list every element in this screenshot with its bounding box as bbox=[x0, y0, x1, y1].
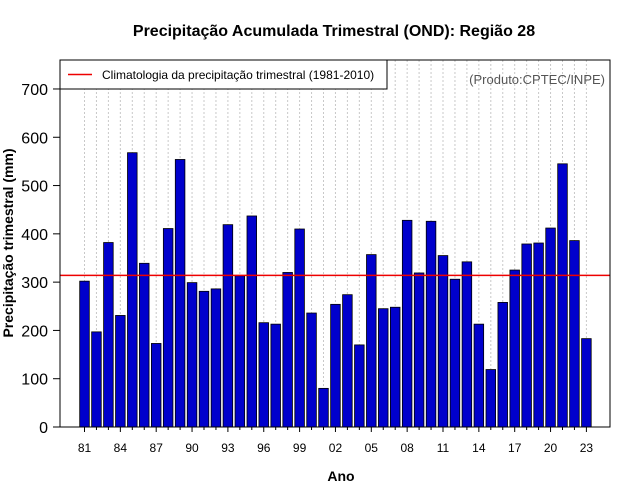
y-axis: 0 100 200 300 400 500 600 700 bbox=[21, 82, 60, 437]
bar-98 bbox=[282, 272, 293, 428]
source-note: (Produto:CPTEC/INPE) bbox=[469, 72, 605, 87]
legend: Climatologia da precipitação trimestral … bbox=[59, 59, 388, 90]
y-tick-label-100: 100 bbox=[21, 372, 48, 389]
bar-21 bbox=[557, 163, 568, 428]
x-tick-label-96: 96 bbox=[257, 441, 271, 455]
bar-15 bbox=[485, 369, 497, 428]
bar-04 bbox=[354, 344, 365, 428]
bar-20 bbox=[545, 227, 556, 428]
bar-13 bbox=[461, 261, 473, 428]
bar-03 bbox=[342, 294, 353, 428]
y-axis-title: Precipitação trimestral (mm) bbox=[0, 148, 16, 337]
bar-92 bbox=[210, 288, 222, 428]
chart-title: Precipitação Acumulada Trimestral (OND):… bbox=[133, 23, 535, 40]
bar-00 bbox=[306, 312, 317, 428]
bar-84 bbox=[115, 315, 126, 428]
bar-85 bbox=[127, 152, 138, 428]
bar-17 bbox=[509, 269, 520, 428]
bar-02 bbox=[330, 303, 341, 428]
y-tick-label-400: 400 bbox=[21, 227, 48, 244]
bar-01 bbox=[318, 387, 329, 428]
y-tick-label-300: 300 bbox=[21, 275, 48, 292]
bar-82 bbox=[91, 331, 102, 428]
bar-99 bbox=[294, 228, 305, 428]
x-tick-label-11: 11 bbox=[437, 441, 450, 455]
bars bbox=[79, 152, 592, 428]
x-tick-label-93: 93 bbox=[221, 441, 235, 455]
bar-86 bbox=[139, 262, 150, 428]
bar-05 bbox=[366, 254, 377, 428]
legend-label: Climatologia da precipitação trimestral … bbox=[102, 68, 374, 82]
x-tick-label-17: 17 bbox=[508, 441, 522, 455]
x-tick-label-84: 84 bbox=[114, 441, 128, 455]
bar-96 bbox=[258, 322, 269, 428]
bar-94 bbox=[234, 275, 246, 428]
bar-11 bbox=[437, 255, 449, 428]
x-tick-label-81: 81 bbox=[78, 441, 92, 455]
bar-22 bbox=[569, 240, 580, 428]
bar-16 bbox=[497, 302, 508, 428]
x-tick-label-90: 90 bbox=[185, 441, 199, 455]
y-tick-label-600: 600 bbox=[21, 130, 48, 147]
x-tick-label-99: 99 bbox=[293, 441, 307, 455]
bar-90 bbox=[186, 282, 198, 428]
bar-18 bbox=[521, 243, 532, 428]
x-tick-label-05: 05 bbox=[365, 441, 379, 455]
bar-89 bbox=[174, 159, 186, 428]
bar-95 bbox=[246, 215, 258, 428]
bar-23 bbox=[581, 338, 592, 428]
legend-box bbox=[59, 59, 388, 90]
bar-88 bbox=[162, 228, 174, 428]
y-tick-label-0: 0 bbox=[39, 420, 48, 437]
x-tick-label-02: 02 bbox=[329, 441, 343, 455]
x-tick-label-08: 08 bbox=[400, 441, 414, 455]
bar-08 bbox=[401, 219, 413, 428]
x-tick-label-87: 87 bbox=[150, 441, 164, 455]
bar-10 bbox=[425, 220, 437, 428]
bar-87 bbox=[150, 343, 162, 428]
bar-93 bbox=[222, 224, 234, 428]
x-tick-label-20: 20 bbox=[544, 441, 558, 455]
bar-12 bbox=[449, 278, 461, 428]
bar-07 bbox=[389, 306, 401, 428]
bar-91 bbox=[198, 290, 210, 428]
bar-09 bbox=[413, 272, 425, 428]
x-axis-title: Ano bbox=[327, 468, 354, 484]
bar-83 bbox=[103, 242, 114, 428]
y-tick-label-200: 200 bbox=[21, 323, 48, 340]
bar-19 bbox=[533, 242, 544, 428]
y-tick-label-500: 500 bbox=[21, 179, 48, 196]
x-axis: 81 84 87 90 93 96 99 02 05 08 11 14 17 20 23 bbox=[78, 427, 594, 455]
bar-81 bbox=[79, 280, 90, 428]
x-tick-label-23: 23 bbox=[580, 441, 594, 455]
bar-06 bbox=[378, 308, 389, 428]
bar-97 bbox=[270, 323, 281, 428]
y-tick-label-700: 700 bbox=[21, 82, 48, 99]
x-tick-label-14: 14 bbox=[472, 441, 486, 455]
bar-14 bbox=[473, 323, 485, 428]
